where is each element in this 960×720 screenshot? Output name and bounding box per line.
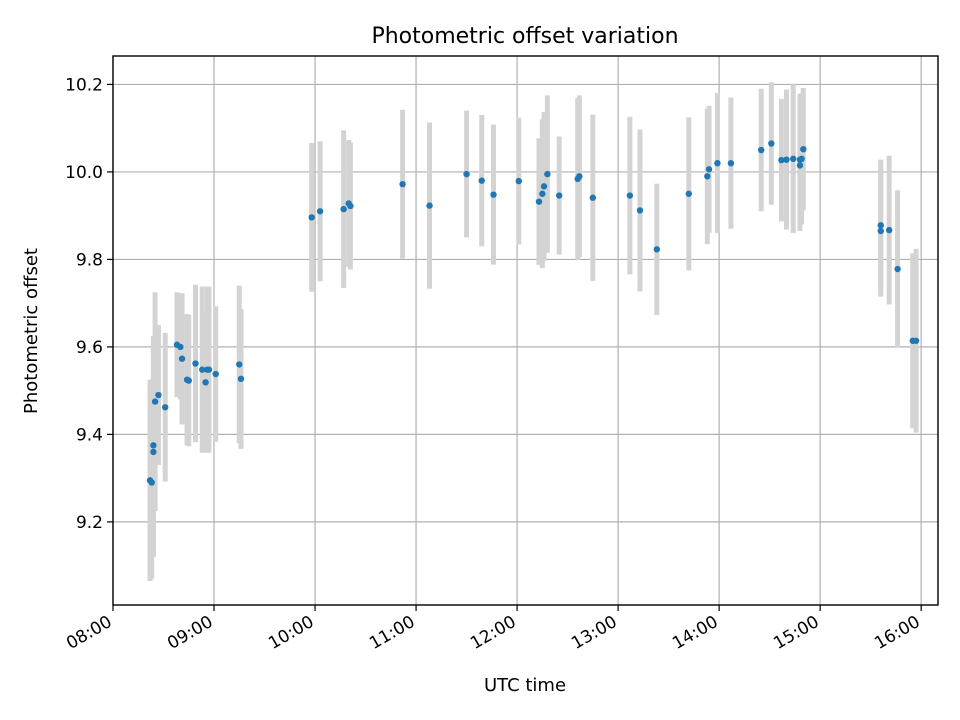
data-point: [714, 159, 721, 167]
data-point: [576, 173, 583, 180]
x-tick-label: 10:00: [265, 612, 317, 654]
data-point: [316, 208, 324, 215]
data-point: [877, 227, 884, 235]
x-tick-label: 16:00: [871, 612, 923, 654]
x-tick-label: 12:00: [467, 612, 519, 654]
data-point: [912, 337, 920, 344]
x-tick-label: 15:00: [770, 612, 822, 654]
y-tick-label: 10.0: [65, 163, 103, 183]
data-point: [205, 366, 213, 373]
data-point: [148, 479, 155, 486]
data-point: [796, 162, 804, 169]
data-point: [236, 361, 243, 368]
data-point: [758, 146, 765, 154]
data-point: [202, 379, 209, 386]
data-point: [177, 343, 184, 351]
data-point: [653, 246, 661, 253]
data-point: [192, 360, 199, 367]
x-tick-label: 13:00: [568, 612, 620, 654]
data-point: [778, 156, 785, 164]
data-point: [185, 377, 192, 384]
data-point: [885, 226, 893, 234]
y-axis-label: Photometric offset: [21, 248, 42, 414]
y-tick-label: 9.6: [76, 338, 103, 358]
chart-title: Photometric offset variation: [371, 24, 678, 49]
data-point: [544, 170, 551, 178]
x-tick-label: 11:00: [366, 612, 418, 654]
x-tick-label: 14:00: [669, 612, 721, 654]
data-point: [308, 214, 315, 221]
data-point: [490, 191, 497, 198]
data-point: [347, 202, 354, 210]
data-point: [463, 170, 470, 178]
data-point: [535, 198, 543, 205]
data-point: [399, 180, 406, 188]
data-point: [161, 404, 169, 411]
data-point: [540, 183, 548, 190]
data-point: [539, 190, 546, 197]
data-point: [626, 192, 634, 199]
data-point: [877, 222, 884, 229]
data-point: [150, 442, 157, 449]
data-point: [727, 159, 735, 167]
data-point: [705, 166, 713, 173]
data-point: [212, 370, 219, 378]
data-point: [199, 366, 206, 373]
data-point: [783, 156, 790, 163]
data-point: [237, 375, 245, 383]
data-point: [894, 265, 901, 273]
x-tick-label: 08:00: [63, 612, 115, 654]
y-tick-label: 9.8: [76, 250, 103, 270]
data-point: [178, 355, 186, 362]
x-tick-label: 09:00: [164, 612, 216, 654]
grid-layer: [112, 56, 938, 605]
data-point: [685, 190, 693, 197]
y-tick-label: 9.4: [76, 425, 103, 445]
y-tick-label: 10.2: [65, 75, 103, 95]
point-layer: [146, 140, 920, 486]
data-point: [515, 177, 522, 185]
data-point: [340, 205, 347, 213]
plot-frame: [112, 55, 939, 606]
data-point: [155, 391, 162, 399]
data-point: [800, 145, 807, 153]
data-point: [636, 207, 644, 214]
data-point: [798, 155, 805, 163]
data-point: [150, 448, 157, 456]
x-axis-label: UTC time: [484, 675, 566, 696]
data-point: [478, 177, 485, 184]
y-tick-label: 9.2: [76, 513, 103, 533]
data-point: [790, 155, 797, 163]
data-point: [768, 140, 775, 147]
data-point: [151, 398, 159, 405]
data-point: [589, 194, 597, 201]
data-point: [555, 192, 563, 199]
data-point: [704, 173, 711, 180]
data-point: [426, 202, 433, 209]
